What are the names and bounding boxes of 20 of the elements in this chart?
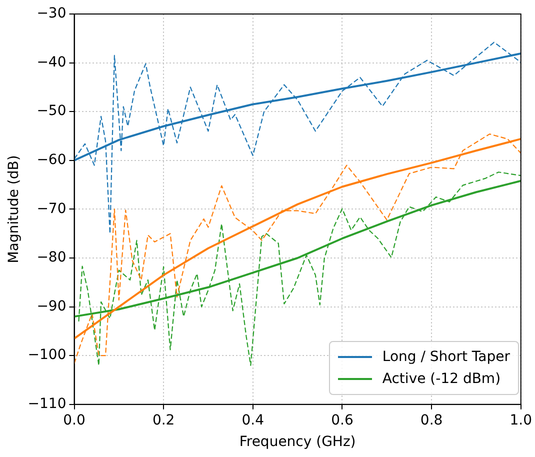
- y-tick-label: −40: [36, 54, 66, 70]
- x-tick-label: 0.0: [63, 412, 86, 428]
- x-tick-label: 0.2: [152, 412, 175, 428]
- y-tick-label: −110: [28, 396, 66, 412]
- y-tick-label: −50: [36, 103, 66, 120]
- y-tick-label: −80: [36, 250, 66, 266]
- y-axis-title: Magnitude (dB): [6, 155, 22, 264]
- y-tick-label: −30: [36, 6, 66, 22]
- x-axis-title: Frequency (GHz): [239, 434, 356, 450]
- line-series: [78, 172, 521, 366]
- x-tick-label: 0.8: [420, 412, 443, 428]
- legend-label: Active (-12 dBm): [382, 370, 501, 389]
- y-tick-label: −90: [36, 298, 66, 314]
- y-tick-label: −70: [36, 200, 66, 217]
- y-tick-label: −100: [28, 347, 66, 364]
- legend-label: Long / Short Taper: [382, 348, 510, 367]
- y-tick-label: −60: [36, 152, 66, 168]
- x-tick-label: 0.4: [242, 412, 264, 428]
- x-tick-label: 0.6: [331, 412, 354, 428]
- x-tick-label: 1.0: [510, 412, 532, 428]
